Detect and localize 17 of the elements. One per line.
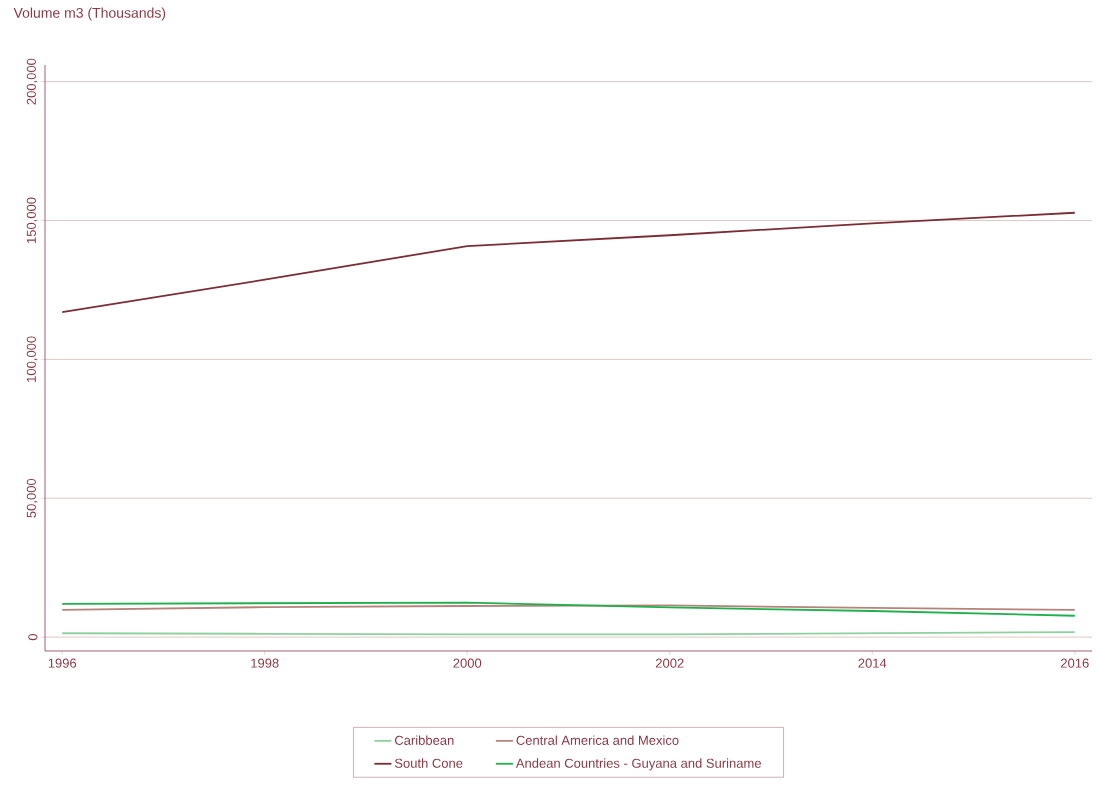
x-tick-label: 2014 [858, 658, 887, 668]
y-tick-label: 0 [28, 634, 38, 641]
x-tick-label: 2000 [453, 658, 482, 668]
y-tick-label: 150,000 [26, 197, 38, 244]
y-axis-title: Volume m3 (Thousands) [13, 7, 166, 21]
legend-label: Caribbean [394, 735, 454, 745]
x-tick-label: 1996 [48, 658, 77, 668]
x-tick-label: 2016 [1061, 658, 1089, 668]
legend-label: Andean Countries - Guyana and Suriname [515, 758, 761, 771]
x-tick-label: 1998 [251, 658, 279, 668]
legend-label: South Cone [394, 758, 463, 768]
y-tick-label: 50,000 [26, 478, 38, 518]
y-tick-label: 200,000 [26, 58, 38, 105]
line-series [61, 211, 1076, 314]
y-tick-label: 100,000 [26, 336, 38, 382]
x-tick-label: 2002 [655, 658, 684, 668]
legend-label: Central America and Mexico [516, 735, 679, 745]
